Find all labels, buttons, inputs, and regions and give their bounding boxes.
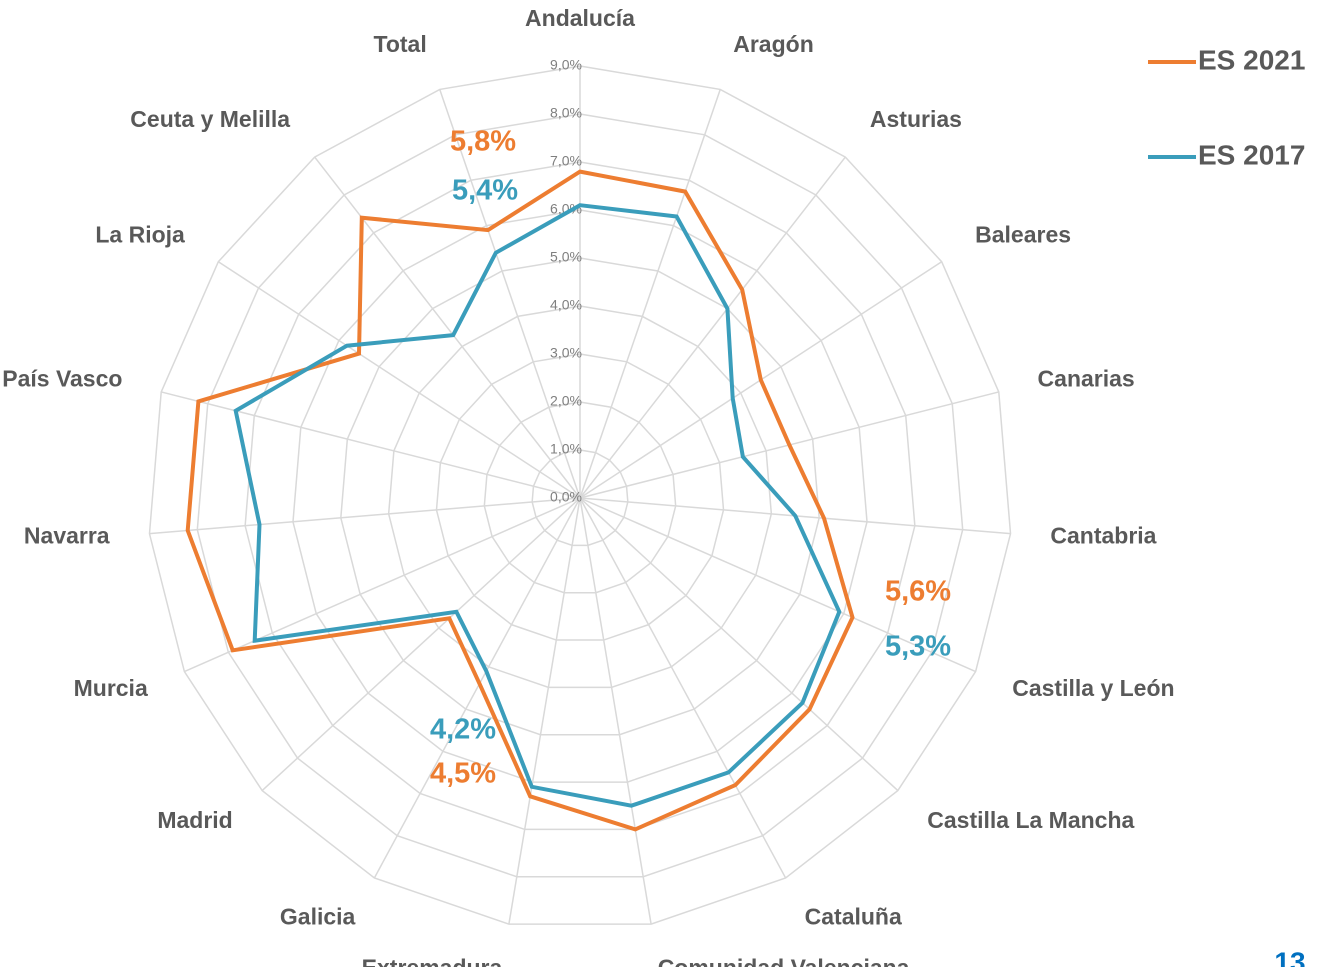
annotation: 5,6% (885, 576, 951, 608)
r-tick-label: 2,0% (550, 393, 582, 409)
spoke (579, 497, 899, 792)
spoke (579, 497, 652, 925)
spoke (579, 89, 721, 499)
annotation: 4,5% (430, 758, 496, 790)
category-label: Cataluña (805, 903, 902, 929)
category-label: Aragón (733, 31, 814, 57)
legend-label: ES 2017 (1198, 139, 1305, 170)
spoke (439, 89, 581, 499)
category-label: Baleares (975, 222, 1071, 248)
category-label: Murcia (74, 675, 148, 701)
grid-ring (340, 257, 820, 736)
grid-ring (148, 65, 1012, 925)
category-label: La Rioja (95, 222, 185, 248)
category-label: Castilla y León (1012, 675, 1174, 701)
spoke (261, 497, 581, 792)
spoke (184, 497, 581, 673)
category-label: Canarias (1038, 366, 1135, 392)
spoke (373, 497, 581, 879)
series-line (233, 203, 842, 808)
r-tick-label: 0,0% (550, 489, 582, 505)
spoke (579, 497, 787, 879)
grid-ring (435, 353, 725, 641)
category-label: Andalucía (525, 5, 635, 31)
spoke (161, 391, 581, 499)
r-tick-label: 9,0% (550, 57, 582, 73)
category-label: Navarra (24, 523, 110, 549)
category-label: Extremadura (362, 955, 503, 967)
category-label: Galicia (280, 903, 356, 929)
annotation: 5,3% (885, 631, 951, 663)
r-tick-label: 4,0% (550, 297, 582, 313)
r-tick-label: 1,0% (550, 441, 582, 457)
category-label: Madrid (157, 807, 232, 833)
grid-ring (196, 113, 964, 878)
spoke (314, 156, 581, 499)
r-tick-label: 5,0% (550, 249, 582, 265)
page-number: 13 (1274, 946, 1305, 967)
grid-ring (531, 449, 629, 547)
legend-label: ES 2021 (1198, 44, 1305, 75)
series-line (185, 169, 855, 832)
category-label: Ceuta y Melilla (130, 106, 290, 132)
spoke (579, 156, 846, 499)
category-label: Asturias (870, 106, 962, 132)
category-label: País Vasco (2, 366, 122, 392)
category-label: Total (374, 31, 427, 57)
grid-ring (387, 305, 773, 689)
r-tick-label: 6,0% (550, 201, 582, 217)
r-tick-label: 8,0% (550, 105, 582, 121)
spoke (217, 261, 581, 499)
annotation: 5,4% (452, 175, 518, 207)
spoke (579, 497, 976, 673)
r-tick-label: 3,0% (550, 345, 582, 361)
category-label: Cantabria (1050, 523, 1156, 549)
grid-ring (483, 401, 677, 594)
spoke (149, 497, 581, 535)
spoke (508, 497, 581, 925)
grid-ring (244, 161, 916, 831)
annotation: 4,2% (430, 714, 496, 746)
category-label: Castilla La Mancha (927, 807, 1134, 833)
category-label: Comunidad Valenciana (658, 955, 910, 967)
annotation: 5,8% (450, 126, 516, 158)
r-tick-label: 7,0% (550, 153, 582, 169)
